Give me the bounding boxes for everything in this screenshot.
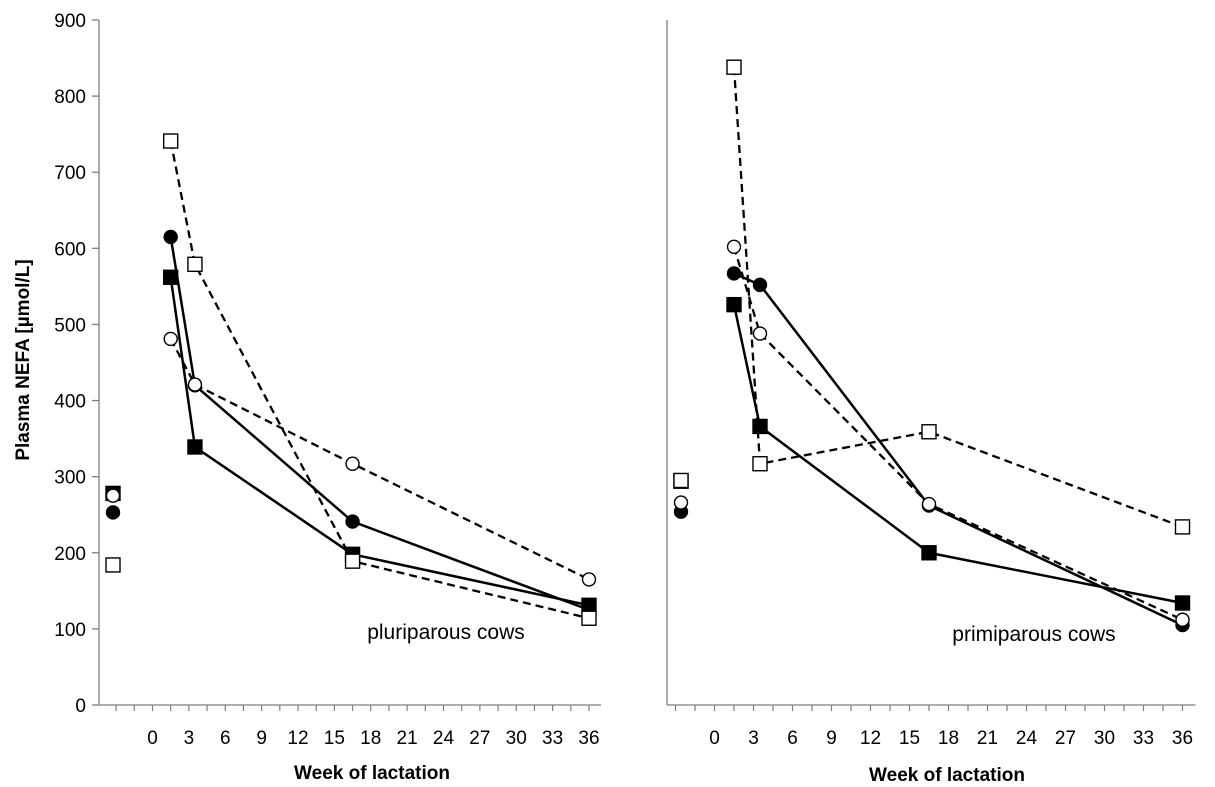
data-point bbox=[921, 424, 937, 440]
x-tick-label: 36 bbox=[1172, 728, 1193, 749]
y-tick-label: 200 bbox=[54, 544, 86, 565]
x-tick-label: 27 bbox=[1055, 728, 1076, 749]
data-point bbox=[1174, 519, 1191, 535]
x-tick-label: 30 bbox=[1094, 728, 1115, 749]
data-point bbox=[921, 545, 937, 561]
data-point bbox=[752, 326, 768, 341]
data-point bbox=[1174, 595, 1191, 611]
x-tick-label: 27 bbox=[469, 728, 490, 749]
y-tick-label: 500 bbox=[54, 315, 86, 336]
data-point bbox=[163, 331, 178, 347]
x-tick-label: 9 bbox=[826, 728, 837, 749]
data-point bbox=[1175, 612, 1190, 627]
y-tick-label: 800 bbox=[54, 87, 86, 108]
right-panel-label: primiparous cows bbox=[952, 623, 1115, 646]
data-point bbox=[162, 133, 179, 149]
x-tick-label: 6 bbox=[787, 728, 798, 749]
x-tick-label: 9 bbox=[256, 728, 267, 749]
series-line bbox=[169, 277, 590, 607]
data-point bbox=[726, 296, 742, 313]
data-point bbox=[187, 256, 203, 273]
left-series-open-square bbox=[105, 133, 597, 626]
left-series-open-circle bbox=[105, 331, 597, 587]
data-point bbox=[581, 572, 597, 587]
x-tick-label: 33 bbox=[542, 728, 563, 749]
y-tick-label: 0 bbox=[75, 696, 86, 717]
right-series-open-square bbox=[673, 59, 1191, 535]
y-tick-label: 100 bbox=[54, 620, 86, 641]
y-tick-label: 900 bbox=[54, 11, 86, 32]
data-point bbox=[752, 277, 768, 293]
data-point bbox=[581, 597, 597, 613]
x-tick-label: 33 bbox=[1133, 728, 1154, 749]
x-tick-label: 6 bbox=[220, 728, 231, 749]
x-tick-label: 12 bbox=[287, 728, 308, 749]
left-x-axis-title: Week of lactation bbox=[294, 763, 450, 784]
x-tick-label: 15 bbox=[899, 728, 920, 749]
data-point bbox=[105, 557, 121, 573]
right-series-filled-circle bbox=[673, 266, 1190, 633]
y-tick-label: 700 bbox=[54, 163, 86, 184]
data-point bbox=[752, 456, 768, 472]
x-tick-label: 30 bbox=[506, 728, 527, 749]
x-tick-label: 36 bbox=[578, 728, 599, 749]
data-point bbox=[726, 59, 742, 75]
y-tick-label: 300 bbox=[54, 468, 86, 489]
x-tick-label: 15 bbox=[324, 728, 345, 749]
x-tick-label: 24 bbox=[1016, 728, 1038, 749]
series-line bbox=[169, 140, 590, 620]
x-tick-label: 0 bbox=[147, 728, 158, 749]
data-point bbox=[163, 229, 178, 245]
data-point bbox=[105, 488, 121, 503]
right-x-axis-title: Week of lactation bbox=[869, 765, 1025, 786]
series-line bbox=[169, 338, 590, 581]
x-tick-label: 12 bbox=[860, 728, 881, 749]
data-point bbox=[921, 496, 937, 512]
x-tick-label: 0 bbox=[709, 728, 720, 749]
data-point bbox=[752, 418, 768, 435]
x-tick-label: 21 bbox=[977, 728, 998, 749]
right-series-open-circle bbox=[673, 239, 1190, 627]
data-point bbox=[726, 266, 742, 281]
y-tick-label: 600 bbox=[54, 239, 86, 260]
x-tick-label: 3 bbox=[748, 728, 759, 749]
x-tick-label: 21 bbox=[397, 728, 418, 749]
series-line bbox=[733, 272, 1184, 627]
series-line bbox=[732, 246, 1183, 621]
data-point bbox=[673, 495, 689, 510]
x-tick-label: 18 bbox=[938, 728, 959, 749]
left-panel-label: pluriparous cows bbox=[367, 621, 525, 644]
x-tick-label: 3 bbox=[184, 728, 195, 749]
data-point bbox=[187, 377, 203, 392]
y-axis-title: Plasma NEFA [µmol/L] bbox=[13, 259, 34, 460]
series-line bbox=[169, 236, 590, 612]
series-line bbox=[732, 304, 1183, 605]
right-axes: 0 3 6 9 12 15 18 21 24 27 30 33 36 bbox=[666, 20, 1196, 749]
y-tick-label: 400 bbox=[54, 392, 86, 413]
x-tick-label: 24 bbox=[433, 728, 455, 749]
series-line bbox=[732, 67, 1183, 528]
data-point bbox=[581, 610, 597, 626]
data-point bbox=[345, 456, 360, 471]
data-point bbox=[673, 472, 689, 489]
data-point bbox=[344, 553, 361, 569]
data-point bbox=[162, 269, 179, 285]
data-point bbox=[345, 514, 360, 529]
data-point bbox=[187, 439, 203, 455]
data-point bbox=[105, 505, 121, 520]
x-tick-label: 18 bbox=[360, 728, 381, 749]
data-point bbox=[726, 239, 742, 255]
